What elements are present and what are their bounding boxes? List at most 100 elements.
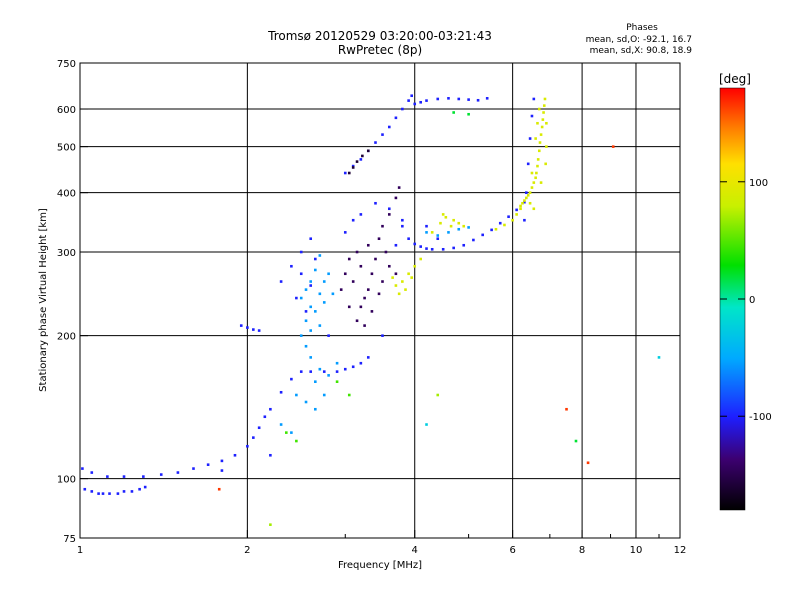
data-point — [335, 380, 339, 383]
data-point — [377, 237, 381, 241]
data-point — [515, 213, 518, 216]
data-point — [407, 237, 410, 241]
data-point — [387, 264, 391, 268]
data-point — [381, 280, 384, 283]
data-point — [381, 133, 384, 136]
data-point — [295, 393, 298, 397]
data-point — [436, 237, 440, 241]
data-point — [363, 296, 366, 300]
data-point — [387, 213, 391, 216]
data-point — [425, 247, 428, 250]
data-point — [81, 467, 84, 470]
data-point — [515, 208, 518, 212]
data-point — [537, 149, 541, 153]
data-point — [401, 224, 404, 228]
data-point — [657, 356, 661, 359]
data-point — [304, 344, 308, 348]
data-point — [318, 292, 322, 296]
data-point — [159, 473, 163, 476]
data-point — [530, 114, 534, 118]
data-point — [536, 158, 540, 161]
data-point — [532, 97, 536, 101]
data-point — [462, 224, 466, 228]
data-point — [322, 393, 326, 397]
data-point — [410, 94, 413, 98]
data-point — [425, 231, 428, 234]
x-tick-label: 6 — [509, 545, 515, 556]
data-point — [299, 334, 303, 337]
data-point — [309, 284, 313, 287]
data-point — [394, 284, 398, 287]
data-point — [290, 264, 293, 268]
data-point — [542, 104, 546, 107]
data-point — [314, 268, 317, 272]
data-point — [122, 490, 126, 493]
data-point — [490, 228, 493, 232]
data-point — [359, 305, 363, 309]
data-point — [366, 149, 370, 153]
data-point — [536, 121, 539, 125]
data-point — [130, 490, 134, 493]
data-point — [304, 400, 308, 404]
x-tick-label: 10 — [630, 545, 643, 556]
data-point — [335, 370, 339, 373]
data-point — [269, 523, 272, 526]
data-point — [90, 490, 94, 493]
data-point — [327, 272, 330, 276]
data-point — [347, 257, 351, 261]
data-point — [263, 415, 267, 419]
data-point — [485, 97, 489, 100]
data-point — [347, 171, 351, 175]
data-point — [503, 223, 506, 227]
data-point — [611, 145, 615, 148]
data-point — [359, 264, 363, 268]
data-point — [279, 280, 283, 283]
y-tick-label: 600 — [57, 105, 76, 116]
x-tick-label: 4 — [412, 545, 418, 556]
data-point — [457, 97, 461, 101]
data-point — [217, 487, 221, 491]
data-point — [413, 264, 417, 268]
data-point — [394, 196, 398, 200]
data-point — [523, 218, 526, 222]
data-point — [541, 118, 545, 121]
data-point — [545, 121, 548, 125]
data-point — [498, 221, 502, 225]
data-point — [108, 492, 111, 495]
data-point — [526, 162, 530, 166]
phases-heading: Phases — [626, 23, 658, 33]
data-point — [481, 233, 484, 237]
data-point — [397, 292, 401, 296]
data-point — [370, 272, 374, 276]
data-point — [314, 310, 317, 313]
data-point — [304, 319, 308, 323]
data-point — [220, 469, 224, 472]
data-point — [97, 492, 100, 495]
data-point — [419, 100, 422, 104]
data-point — [419, 257, 422, 261]
data-point — [430, 247, 434, 251]
data-point — [318, 324, 322, 327]
data-point — [449, 224, 453, 228]
data-point — [192, 467, 195, 470]
data-point — [351, 166, 355, 169]
data-point — [539, 181, 543, 184]
data-point — [366, 356, 370, 359]
data-point — [538, 141, 542, 144]
y-axis-ticks: 75 100 200 300 400 500 600 750 — [57, 59, 88, 545]
data-point — [507, 215, 510, 219]
data-point — [532, 207, 536, 211]
data-point — [318, 367, 322, 371]
data-point — [537, 107, 541, 111]
data-point — [457, 221, 461, 225]
chart-subtitle: RwPretec (8p) — [338, 43, 422, 57]
data-point — [472, 238, 475, 242]
data-point — [413, 242, 417, 246]
data-point — [425, 224, 428, 228]
data-point — [295, 439, 298, 443]
data-point — [279, 390, 283, 394]
data-point — [314, 257, 317, 261]
data-point — [462, 243, 466, 247]
data-point — [543, 97, 547, 101]
